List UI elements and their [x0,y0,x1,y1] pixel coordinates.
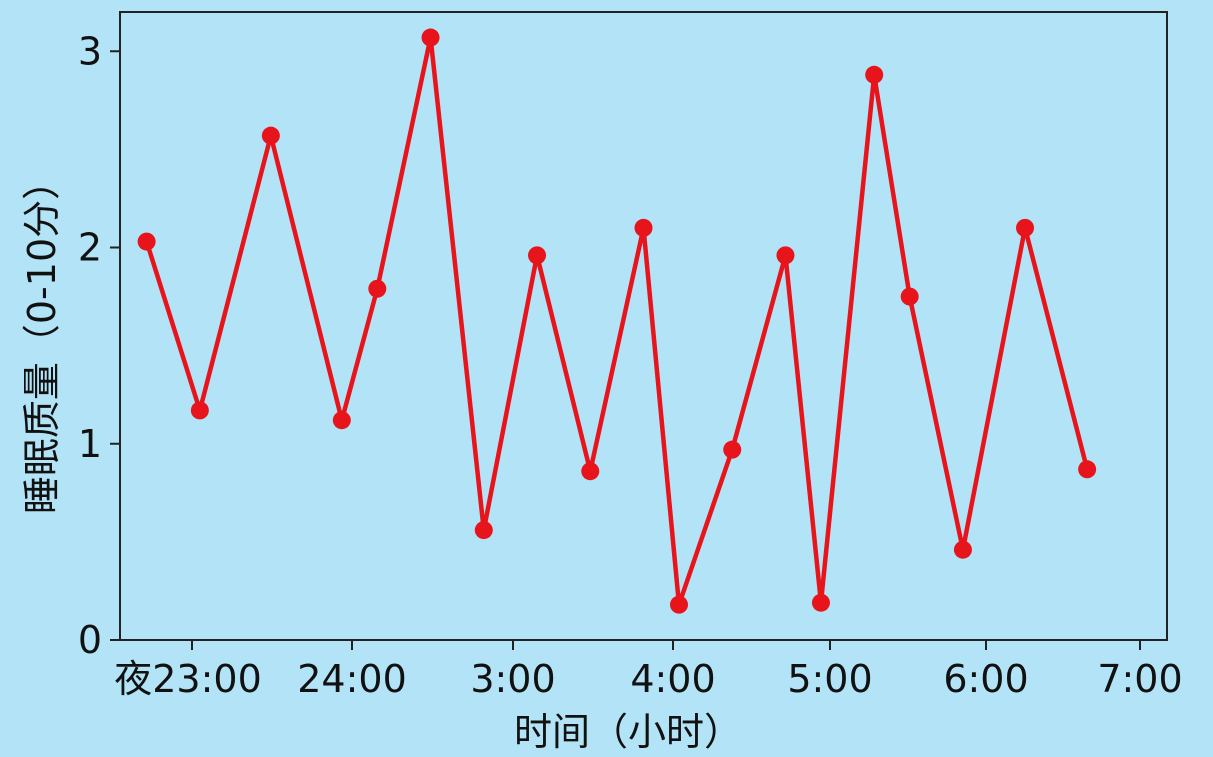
data-point [581,462,600,481]
plot-area [120,12,1167,640]
x-tick-label: 6:00 [943,657,1028,701]
data-point [1078,460,1097,479]
data-point [1016,218,1035,237]
y-tick-label: 2 [78,226,102,270]
data-point [953,540,972,559]
axes [110,11,1168,650]
axes-frame [119,11,1168,641]
data-point [137,232,156,251]
data-point [368,279,387,298]
x-tick-label: 3:00 [470,657,555,701]
data-point [528,246,547,265]
data-point [421,28,440,47]
data-point [811,593,830,612]
x-tick-label: 4:00 [630,657,715,701]
x-tick-label: 24:00 [297,657,407,701]
data-point [723,440,742,459]
x-tick-label: 5:00 [787,657,872,701]
y-axis-title: 睡眠质量（0-10分） [20,162,64,514]
series-layer [137,28,1097,614]
data-point [669,595,688,614]
data-point [474,521,493,540]
x-tick-label: 7:00 [1097,657,1182,701]
data-point [634,218,653,237]
y-tick-label: 0 [78,618,102,662]
x-tick-label: 夜23:00 [114,657,262,701]
plot-background [120,12,1167,640]
data-point [261,126,280,145]
data-point [190,401,209,420]
data-point [900,287,919,306]
y-tick-label: 3 [78,29,102,73]
tick-labels: 0 1 2 3 夜23:00 24:00 3:00 4:00 5:00 6:00 7:00 [78,29,1183,701]
data-point [865,65,884,84]
data-point [776,246,795,265]
y-tick-label: 1 [78,422,102,466]
data-point [332,411,351,430]
x-axis-title: 时间（小时） [514,710,742,754]
